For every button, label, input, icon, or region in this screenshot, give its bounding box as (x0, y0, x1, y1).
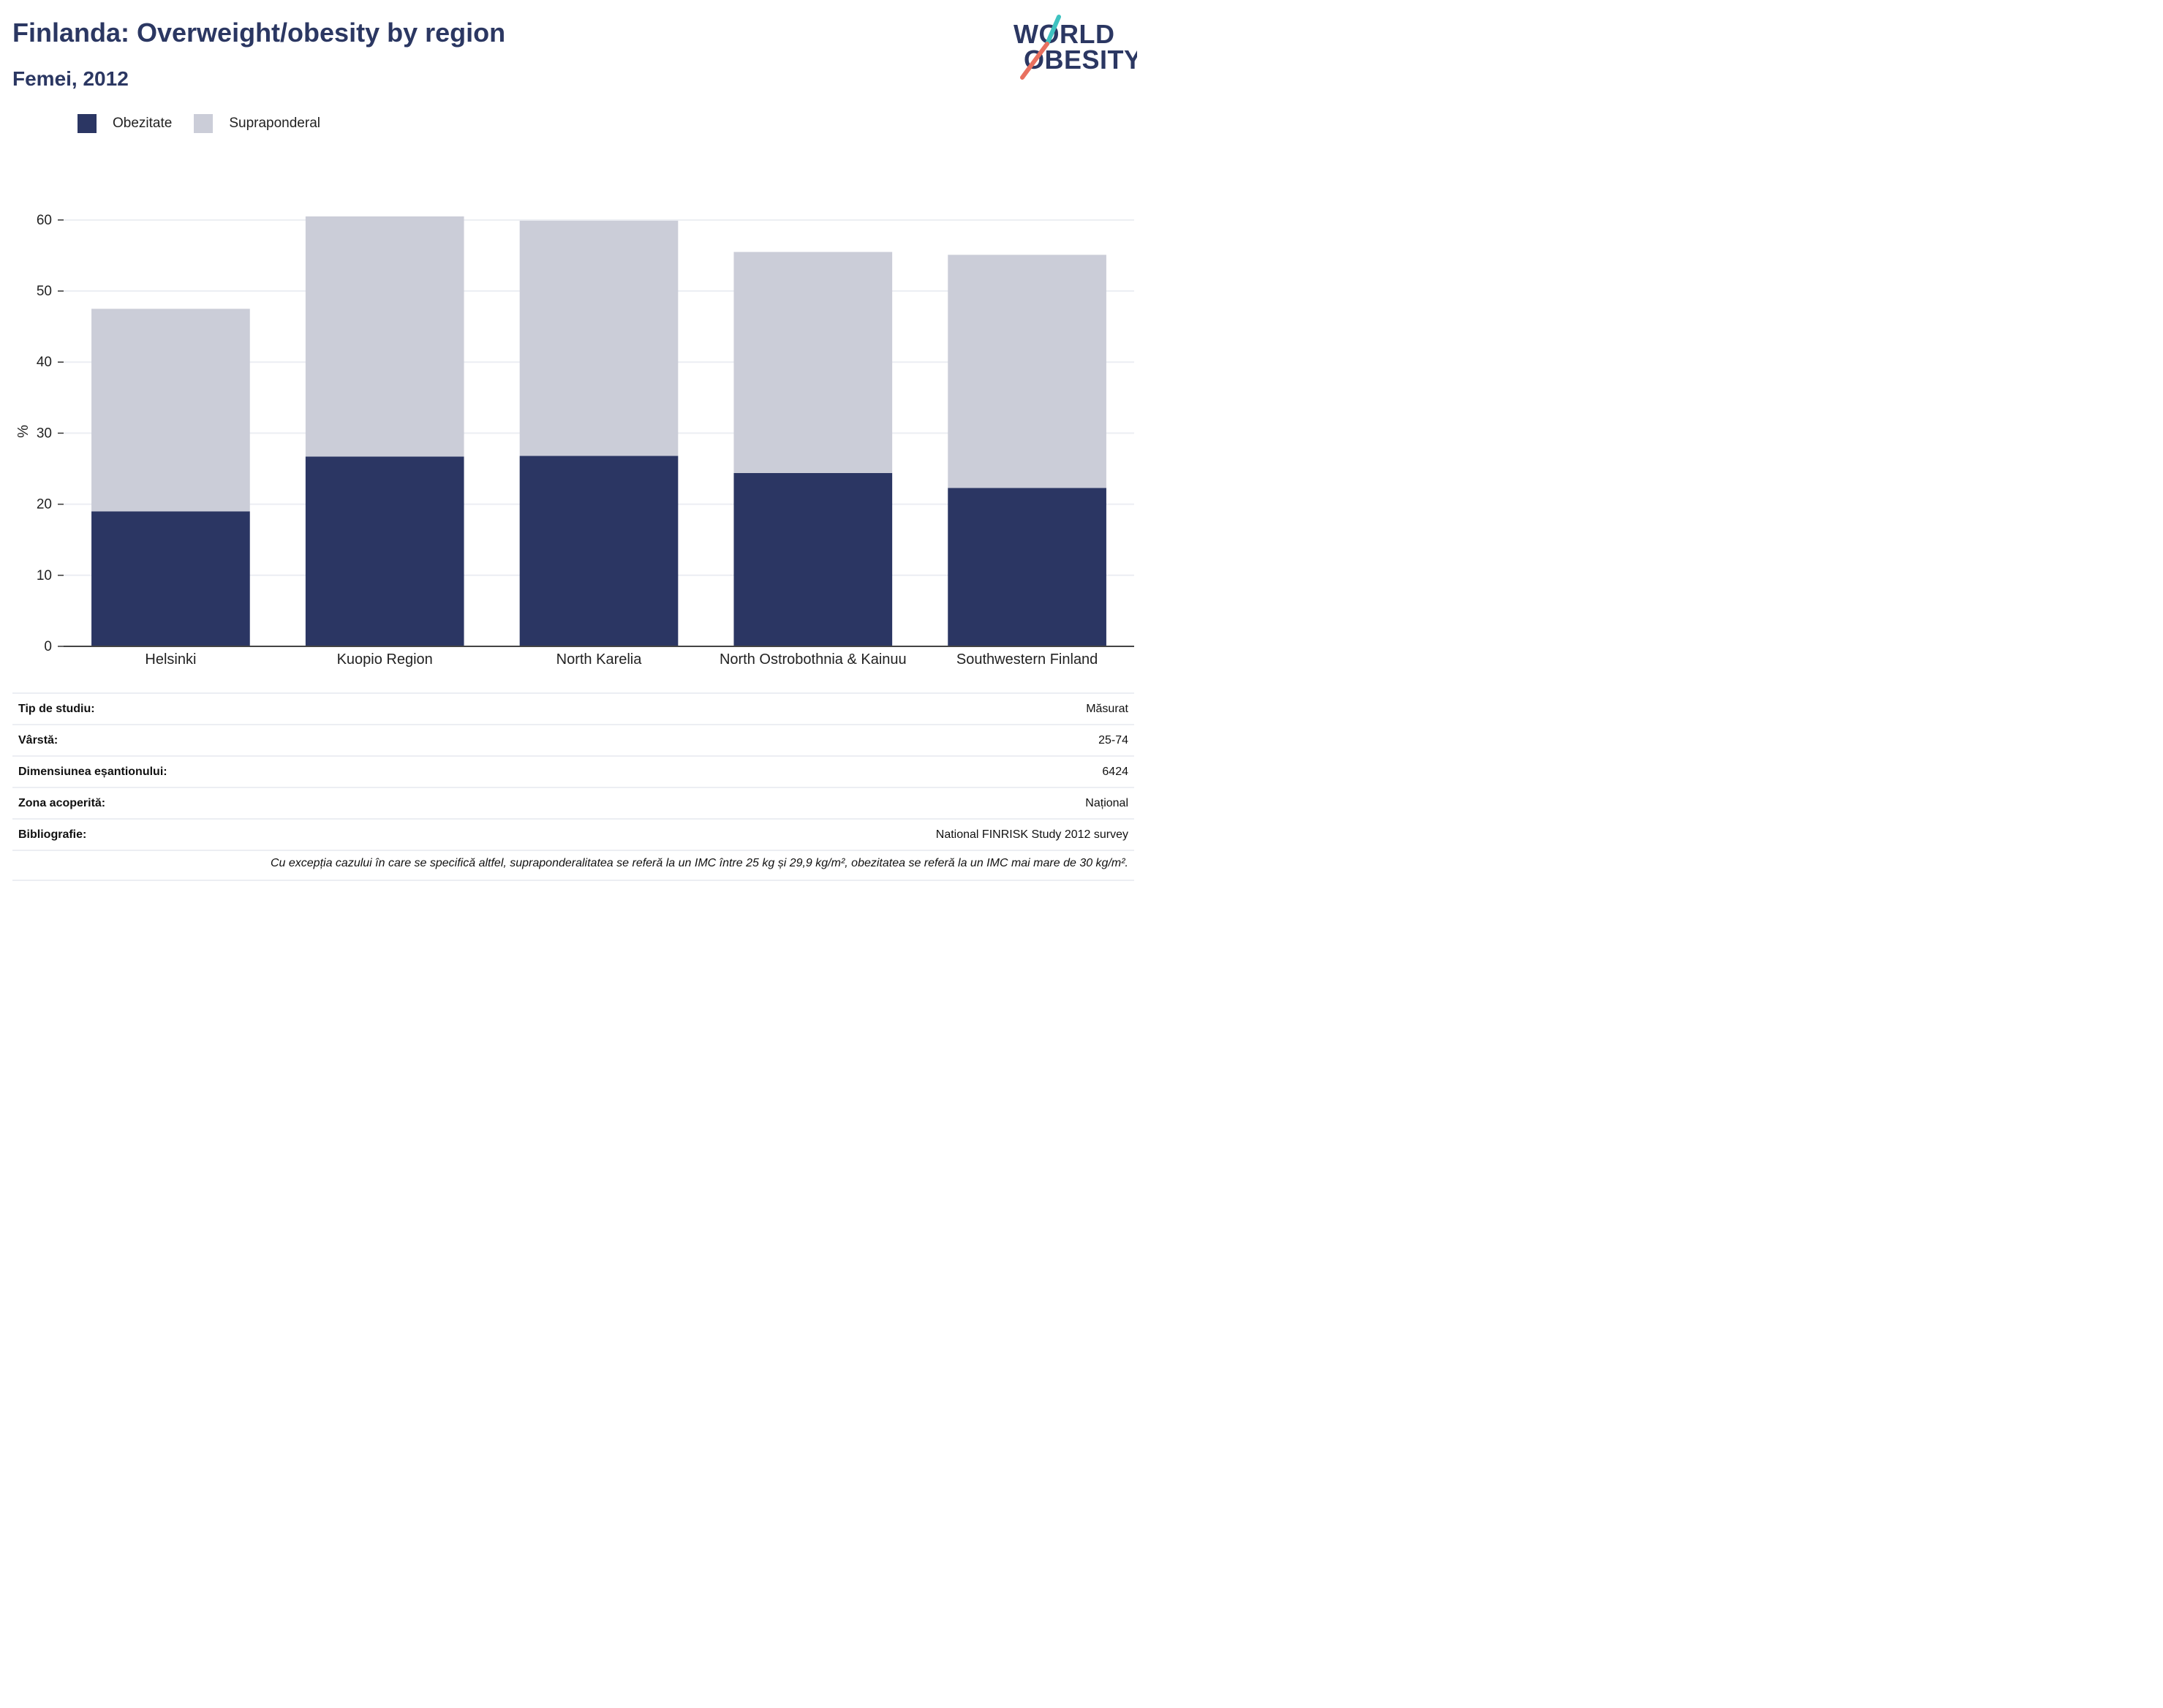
info-label: Vârstă: (18, 733, 58, 747)
x-tick-label: North Ostrobothnia & Kainuu (720, 651, 907, 668)
logo-slash-teal (1045, 15, 1061, 46)
legend-swatch-overweight (194, 114, 214, 133)
chart-subtitle: Femei, 2012 (12, 67, 129, 90)
bmi-footnote: Cu excepția cazului în care se specifică… (12, 850, 1134, 881)
info-value: Măsurat (1086, 702, 1128, 715)
info-row-study-type: Tip de studiu: Măsurat (12, 692, 1134, 724)
info-label: Dimensiunea eșantionului: (18, 765, 167, 778)
info-value: Național (1085, 796, 1128, 809)
info-label: Bibliografie: (18, 828, 87, 841)
overweight-bar (733, 252, 893, 473)
logo-line1: WORLD (1013, 19, 1114, 49)
legend-label-overweight: Supraponderal (229, 116, 320, 131)
obesity-bar (948, 488, 1106, 646)
obesity-bar (305, 456, 464, 646)
y-tick-label: 0 (44, 639, 52, 654)
x-tick-label: Helsinki (145, 651, 196, 668)
legend-label-obesity: Obezitate (113, 116, 173, 131)
y-tick-label: 20 (37, 497, 52, 513)
y-axis-label: % (15, 425, 31, 438)
info-row-coverage: Zona acoperită: Național (12, 787, 1134, 818)
overweight-bar (91, 309, 250, 512)
x-tick-label: North Karelia (556, 651, 643, 668)
overweight-bar (305, 216, 464, 457)
x-tick-label: Southwestern Finland (956, 651, 1098, 668)
info-value: National FINRISK Study 2012 survey (935, 828, 1128, 841)
obesity-bar (733, 472, 893, 646)
overweight-bar (519, 220, 679, 456)
info-value: 6424 (1102, 765, 1128, 778)
y-tick-label: 30 (37, 426, 52, 441)
info-row-bibliography: Bibliografie: National FINRISK Study 201… (12, 818, 1134, 850)
legend-item-overweight[interactable]: Supraponderal (194, 114, 320, 133)
study-info-table: Tip de studiu: Măsurat Vârstă: 25-74 Dim… (12, 692, 1134, 881)
legend-item-obesity[interactable]: Obezitate (78, 114, 172, 133)
obesity-bar (91, 511, 250, 646)
world-obesity-logo: WORLD OBESITY (1013, 15, 1137, 80)
info-label: Zona acoperită: (18, 796, 106, 809)
info-value: 25-74 (1098, 733, 1128, 747)
info-label: Tip de studiu: (18, 702, 95, 715)
x-tick-label: Kuopio Region (337, 651, 433, 668)
y-tick-label: 40 (37, 355, 52, 370)
logo-slash-coral (1020, 42, 1049, 80)
y-tick-label: 50 (37, 284, 52, 299)
info-row-age: Vârstă: 25-74 (12, 724, 1134, 755)
chart-legend: Obezitate Supraponderal (78, 114, 342, 133)
bar-chart: 0 10 20 30 40 50 60% Helsinki Kuopio Region North… (15, 213, 1134, 668)
info-row-sample-size: Dimensiunea eșantionului: 6424 (12, 755, 1134, 787)
chart-title: Finlanda: Overweight/obesity by region (12, 18, 506, 48)
obesity-bar (519, 456, 679, 646)
y-tick-label: 60 (37, 213, 52, 228)
y-tick-label: 10 (37, 568, 52, 583)
overweight-bar (948, 254, 1106, 488)
legend-swatch-obesity (78, 114, 97, 133)
